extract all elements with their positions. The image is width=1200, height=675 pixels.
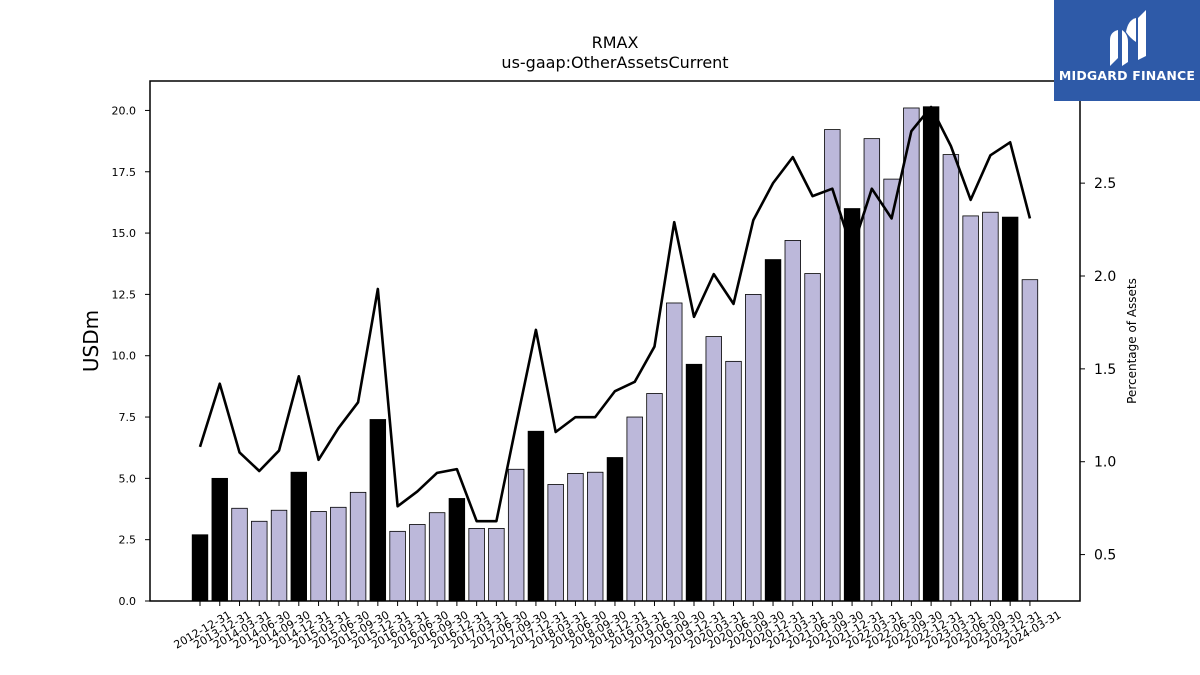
y-tick-label: 7.5 (119, 411, 137, 424)
bar (824, 129, 841, 602)
bar (290, 471, 308, 602)
bar (646, 393, 663, 602)
bar (606, 457, 624, 602)
y-axis-label: USDm (79, 310, 103, 372)
bar (685, 363, 703, 602)
bar (251, 520, 268, 602)
brand-name: MIDGARD FINANCE (1058, 68, 1196, 83)
chart-subtitle: us-gaap:OtherAssetsCurrent (501, 53, 728, 72)
bar (883, 178, 900, 602)
line-group (198, 105, 1032, 523)
y-tick-label: 5.0 (119, 472, 137, 485)
bar (349, 491, 367, 602)
y-tick-label: 10.0 (112, 350, 137, 363)
bar (527, 430, 545, 602)
bar (903, 107, 920, 602)
x-axis: 2012-12-312013-12-312014-03-312014-06-30… (172, 601, 1063, 652)
bar (666, 302, 683, 602)
bar (191, 534, 209, 602)
bars-group (191, 106, 1039, 602)
bar (270, 509, 288, 602)
bar (1001, 216, 1019, 602)
y2-axis-label: Percentage of Assets (1125, 278, 1139, 404)
bar (547, 484, 564, 602)
bar (784, 240, 802, 602)
y2-tick-label: 1.0 (1094, 455, 1116, 471)
bar (942, 154, 960, 602)
y-tick-label: 2.5 (119, 534, 137, 547)
chart-title: RMAX (592, 33, 639, 52)
bar (982, 211, 999, 602)
y-tick-label: 20.0 (112, 104, 137, 117)
bar (468, 528, 485, 602)
brand-logo: MIDGARD FINANCE (1054, 0, 1200, 101)
bar (369, 419, 387, 602)
y-tick-label: 17.5 (112, 166, 137, 179)
bar (448, 498, 466, 602)
percentage-line (198, 105, 1032, 523)
y-tick-label: 0.0 (119, 595, 137, 608)
bar (488, 528, 505, 602)
brand-mark-icon (1110, 10, 1146, 66)
y2-tick-label: 1.5 (1094, 362, 1116, 378)
y2-tick-label: 0.5 (1094, 548, 1116, 564)
bar (330, 506, 347, 602)
bar (507, 468, 525, 602)
bar (231, 507, 248, 602)
bar (705, 336, 722, 602)
bar (409, 524, 426, 602)
bar (587, 471, 604, 602)
y-axis-left: 0.0 2.5 5.0 7.5 10.0 12.5 15.0 17.5 20.0 (112, 104, 150, 608)
y2-tick-label: 2.5 (1094, 176, 1116, 192)
y-tick-label: 15.0 (112, 227, 137, 240)
bar (626, 416, 643, 602)
bar (843, 208, 861, 602)
bar (428, 512, 446, 602)
bar (804, 273, 821, 602)
bar (922, 106, 940, 602)
bar (310, 511, 327, 602)
y-tick-label: 12.5 (112, 288, 137, 301)
bar (764, 259, 782, 602)
bar (745, 293, 762, 602)
bar (567, 473, 584, 602)
y-axis-right: 0.5 1.0 1.5 2.0 2.5 (1080, 176, 1116, 564)
bar (389, 530, 406, 602)
bar (725, 360, 742, 602)
bar (1021, 279, 1039, 602)
y2-tick-label: 2.0 (1094, 269, 1116, 285)
bar (962, 215, 979, 602)
bar (211, 477, 228, 602)
